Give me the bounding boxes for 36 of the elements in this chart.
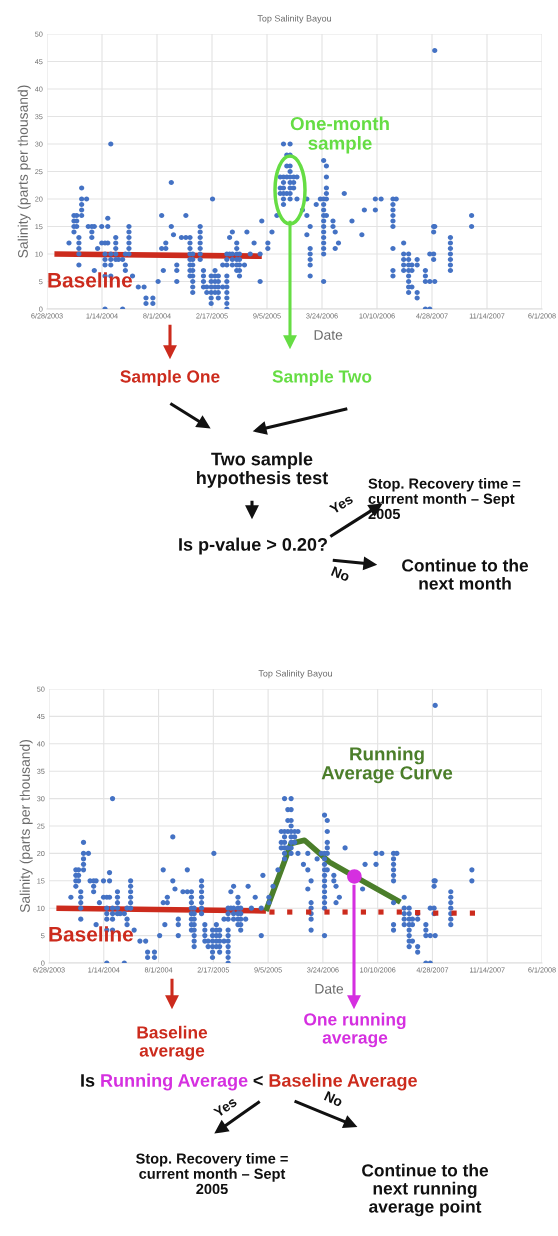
- text: <: [253, 1075, 263, 1086]
- point: [287, 909, 293, 915]
- point: [342, 909, 348, 915]
- text: Continue to the next running average point: [362, 1163, 489, 1217]
- text: Yes: [328, 493, 354, 515]
- text: Stop. Recovery time = current month – Sept 2005: [136, 1153, 288, 1195]
- point: [360, 909, 367, 915]
- text: Two sample hypothesis test: [197, 452, 328, 488]
- point: [347, 869, 362, 884]
- x-axis-title: Date: [315, 984, 344, 994]
- series-label: Baseline: [48, 272, 132, 288]
- point: [324, 909, 330, 915]
- text: No: [330, 566, 351, 582]
- y-axis-title: Salinity (parts per thousand): [19, 740, 33, 913]
- chart-title: Top Salinity Bayou: [257, 14, 332, 24]
- text: One running average: [304, 1012, 406, 1048]
- series-label: Baseline: [49, 926, 133, 942]
- y-axis-title: Salinity (parts per thousand): [17, 85, 31, 258]
- point: [396, 909, 402, 915]
- annotation: One-month sample: [290, 116, 389, 154]
- text: Baseline Average: [269, 1073, 417, 1091]
- text: Is: [81, 1074, 95, 1087]
- text: Continue to the next month: [402, 558, 529, 590]
- text: Baseline average: [137, 1025, 208, 1061]
- text: Is p-value > 0.20?: [179, 537, 327, 555]
- x-axis-title: Date: [314, 330, 343, 340]
- point: [469, 910, 476, 916]
- text: Running Average Curve: [321, 746, 453, 784]
- text: Running Average: [101, 1073, 248, 1091]
- point: [378, 909, 384, 915]
- text: No: [323, 1091, 344, 1108]
- point: [269, 909, 275, 915]
- chart-title: Top Salinity Bayou: [258, 669, 333, 679]
- text: Sample Two: [272, 369, 372, 387]
- text: Sample One: [120, 369, 220, 387]
- text: Yes: [212, 1096, 238, 1118]
